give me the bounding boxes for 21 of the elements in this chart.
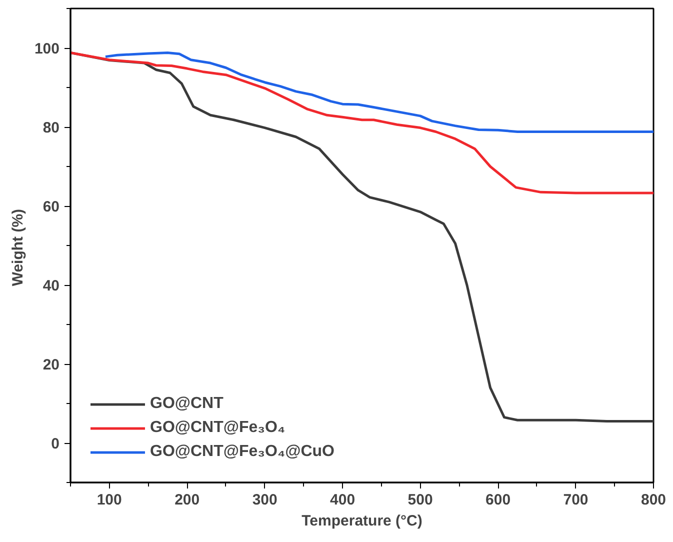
x-tick-label: 700 bbox=[563, 492, 588, 508]
x-tick-label: 400 bbox=[330, 492, 356, 508]
legend-label: GO@CNT bbox=[150, 395, 224, 413]
x-tick-label: 800 bbox=[640, 492, 666, 508]
line-series bbox=[104, 51, 654, 133]
y-tick-label: 0 bbox=[51, 436, 60, 452]
y-tick-label: 40 bbox=[42, 278, 60, 294]
y-tick-label: 20 bbox=[42, 356, 60, 374]
x-tick-label: 200 bbox=[174, 492, 200, 508]
x-tick-label: 100 bbox=[96, 492, 122, 508]
x-tick-label: 300 bbox=[252, 492, 278, 508]
y-axis-title: Weight (%) bbox=[9, 208, 26, 286]
x-tick-label: 600 bbox=[486, 492, 511, 508]
y-tick-label: 100 bbox=[34, 40, 60, 58]
x-axis-title: Temperature (°C) bbox=[302, 512, 422, 530]
y-tick-label: 80 bbox=[42, 120, 60, 136]
x-tick-label: 500 bbox=[408, 492, 433, 508]
legend-label: GO@CNT@Fe₃O₄ bbox=[150, 419, 286, 437]
line-series bbox=[70, 51, 654, 194]
y-tick-label: 60 bbox=[42, 198, 60, 216]
legend-label: GO@CNT@Fe₃O₄@CuO bbox=[150, 443, 334, 461]
